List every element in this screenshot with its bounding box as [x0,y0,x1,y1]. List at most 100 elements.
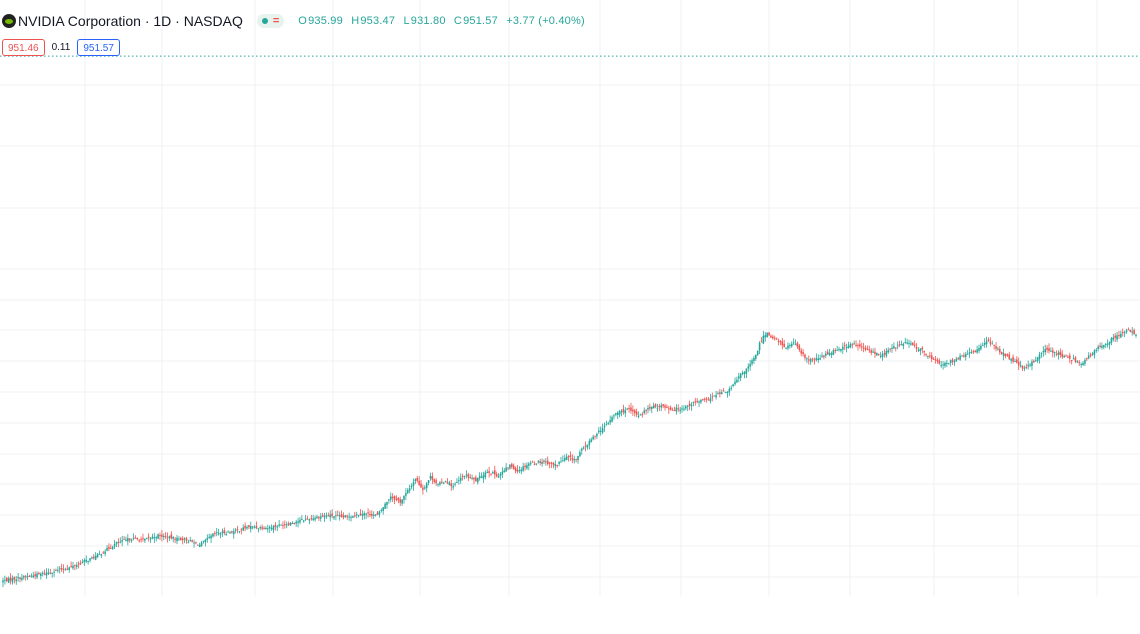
candle-body [495,474,498,477]
candle-body [522,466,524,471]
candle-body [174,538,176,540]
candle-body [98,553,101,555]
candle-body [586,444,589,448]
candle-body [879,355,882,357]
candle-body [683,408,685,410]
candle-body [999,349,1001,353]
candle-body [1104,343,1107,345]
candle-body [410,485,413,487]
candle-body [751,360,753,364]
symbol-title[interactable]: NVIDIA Corporation · 1D · NASDAQ [18,13,243,29]
candle-body [1063,355,1065,358]
candle-body [870,350,872,353]
candle-body [1108,341,1111,345]
candle-body [331,513,333,517]
candle-body [327,515,330,517]
candle-body [149,538,152,540]
candle-body [925,353,927,356]
candle-body [749,363,751,367]
candle-body [743,371,746,375]
candle-body [405,493,407,496]
candle-body [359,513,362,516]
candle-body [278,524,280,526]
candle-body [81,561,84,564]
candle-body [1103,345,1105,348]
candle-body [686,405,689,407]
candle-body [989,341,992,344]
candle-body [694,401,697,403]
candle-body [1068,355,1071,359]
candle-body [908,342,910,344]
candle-body [40,573,42,576]
candle-body [285,524,288,526]
candle-body [662,404,664,407]
candle-body [592,436,594,440]
market-status-pill[interactable]: = [256,14,285,28]
candle-body [690,404,693,407]
candle-body [55,569,57,571]
candle-body [1004,353,1007,357]
candle-body [83,560,86,562]
candle-body [270,528,273,530]
candle-body [92,556,95,559]
candle-body [1061,353,1064,357]
candle-body [509,464,511,469]
candle-body [346,515,349,517]
candle-body [927,355,929,357]
candle-body [113,543,116,547]
candle-body [473,477,475,480]
candle-body [736,379,738,383]
candle-body [433,479,436,482]
candle-body [1087,355,1090,359]
candle-body [1036,357,1039,361]
high-value: 953.47 [360,15,396,27]
candle-body [140,539,142,541]
candle-body [991,343,994,345]
candle-body [85,559,88,562]
candle-body [193,542,195,544]
candle-body [511,464,513,467]
candle-body [221,531,224,534]
candle-body [38,572,40,575]
market-open-dot-icon [261,18,268,24]
candle-body [1078,362,1081,364]
candle-body [1029,364,1031,366]
candle-body [929,355,931,357]
candle-body [344,515,347,518]
candle-body [1042,351,1045,353]
candle-body [985,341,988,345]
candle-body [702,399,704,401]
candle-body [1093,350,1096,355]
candle-body [26,576,29,578]
candle-body [338,515,341,517]
candle-body [537,461,540,463]
candle-body [461,476,464,478]
high-key: H [351,15,360,27]
candle-body [497,476,500,478]
candle-body [490,473,492,475]
candle-body [813,359,816,361]
candle-body [961,355,963,357]
candle-body [894,347,897,349]
candle-body [68,567,71,570]
candle-body [529,463,532,465]
buy-price-button[interactable]: 951.57 [77,38,120,56]
candle-body [448,482,451,486]
candle-body [232,531,235,535]
candle-body [959,355,961,360]
candle-body [132,537,135,539]
candle-body [297,521,299,523]
candle-body [720,392,723,394]
candle-body [647,407,649,410]
candle-body [843,345,846,347]
candle-body [828,353,831,356]
candle-body [369,513,371,516]
candle-body [1106,343,1109,345]
candle-body [1099,345,1101,347]
sell-price-button[interactable]: 951.46 [2,38,45,56]
candle-body [53,571,55,573]
candle-body [1023,367,1026,369]
candle-body [492,472,494,474]
